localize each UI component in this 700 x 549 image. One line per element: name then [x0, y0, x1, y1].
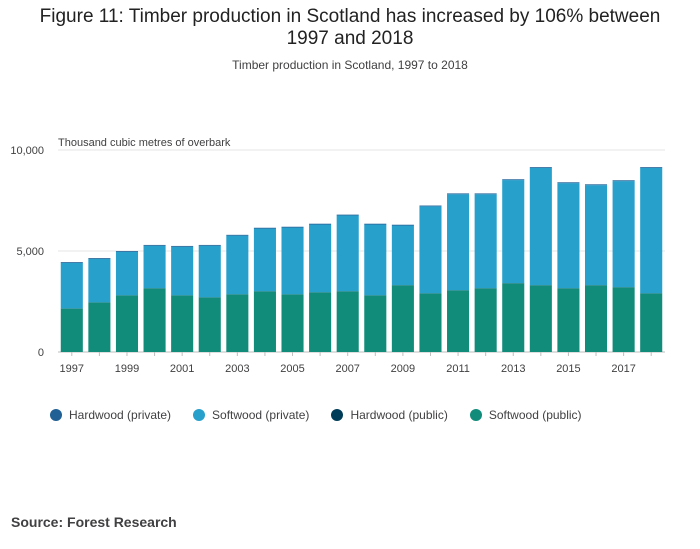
legend-swatch-softwood-public	[469, 409, 482, 421]
bar-hardwood-private-2010	[419, 205, 442, 207]
bar-hardwood-private-2007	[336, 214, 359, 216]
bar-softwood-public-2001	[171, 295, 194, 352]
bar-softwood-private-2006	[309, 224, 332, 293]
y-tick-label: 10,000	[10, 145, 44, 157]
x-tick-label: 2017	[611, 363, 635, 375]
bar-hardwood-private-2000	[143, 244, 166, 246]
bar-hardwood-private-2001	[171, 245, 194, 247]
chart-svg: 0 5,000 10,000 Thousand cubic metres of ove…	[10, 137, 665, 375]
bar-softwood-private-2010	[419, 206, 442, 294]
bar-softwood-public-2009	[391, 285, 414, 352]
bar-hardwood-private-2008	[364, 223, 387, 225]
x-tick-label: 2015	[556, 363, 580, 375]
bar-softwood-public-2013	[502, 283, 525, 352]
bar-softwood-private-2018	[640, 167, 663, 294]
bar-softwood-private-2000	[143, 245, 166, 289]
bar-hardwood-private-2016	[584, 184, 608, 186]
bar-hardwood-private-1997	[60, 262, 83, 263]
x-tick-label: 2013	[501, 363, 525, 375]
bar-softwood-private-2005	[281, 227, 304, 295]
bar-softwood-public-2015	[557, 288, 580, 352]
x-tick-label: 2009	[391, 363, 415, 375]
legend-label-hardwood-public: Hardwood (public)	[350, 408, 448, 422]
y-axis-title: Thousand cubic metres of overbark	[58, 137, 231, 149]
bar-softwood-public-2011	[447, 290, 470, 352]
bar-softwood-public-2018	[640, 293, 663, 352]
bar-hardwood-private-2017	[612, 180, 635, 182]
bar-hardwood-private-2002	[198, 244, 221, 246]
x-tick-label: 2003	[225, 363, 249, 375]
bar-softwood-public-2012	[474, 288, 497, 352]
legend-swatch-softwood-private	[193, 409, 206, 421]
bar-softwood-private-1998	[88, 258, 111, 303]
y-tick-label: 0	[38, 347, 44, 359]
bar-softwood-public-2005	[281, 294, 304, 352]
bar-softwood-private-1999	[115, 251, 139, 296]
bar-softwood-private-2009	[391, 225, 414, 286]
bar-hardwood-private-2009	[391, 224, 414, 226]
bar-softwood-private-2007	[336, 215, 359, 292]
bar-hardwood-private-2012	[474, 193, 497, 195]
bar-softwood-private-1997	[60, 262, 83, 309]
bar-softwood-public-2010	[419, 293, 442, 352]
bar-hardwood-private-2004	[253, 227, 276, 229]
chart-subtitle: Timber production in Scotland, 1997 to 2…	[232, 58, 468, 72]
x-tick-label: 2011	[446, 363, 470, 375]
bar-softwood-public-2000	[143, 288, 166, 352]
bar-softwood-private-2012	[474, 194, 497, 289]
legend-label-hardwood-private: Hardwood (private)	[69, 408, 172, 422]
legend: Hardwood (private) Softwood (private) Ha…	[50, 408, 604, 422]
bar-softwood-private-2017	[612, 181, 635, 288]
bar-softwood-private-2013	[502, 180, 525, 284]
bar-softwood-public-1997	[60, 308, 83, 352]
chart-title: Figure 11: Timber production in Scotland…	[39, 6, 661, 49]
bar-softwood-public-2014	[529, 285, 552, 352]
bar-hardwood-private-2006	[309, 223, 332, 225]
bar-hardwood-private-1999	[115, 251, 139, 252]
bar-softwood-private-2004	[253, 228, 276, 292]
legend-label-softwood-private: Softwood (private)	[212, 408, 310, 422]
bar-softwood-public-2003	[226, 294, 249, 352]
legend-item-softwood-private[interactable]: Softwood (private)	[193, 408, 309, 422]
source-note: Source: Forest Research	[11, 514, 177, 530]
legend-label-softwood-public: Softwood (public)	[488, 408, 582, 422]
bar-softwood-public-2007	[336, 291, 359, 352]
x-tick-label: 1999	[115, 363, 139, 375]
bar-softwood-private-2016	[584, 185, 608, 286]
bar-softwood-public-1999	[115, 295, 139, 352]
x-tick-label: 2005	[280, 363, 304, 375]
bar-hardwood-private-2003	[226, 234, 249, 236]
x-tick-label: 2007	[335, 363, 359, 375]
legend-item-hardwood-public[interactable]: Hardwood (public)	[331, 408, 448, 422]
bar-softwood-public-2017	[612, 287, 635, 352]
bar-softwood-public-2002	[198, 297, 221, 352]
bar-hardwood-private-2005	[281, 226, 304, 228]
x-tick-label: 1997	[60, 363, 84, 375]
bar-hardwood-private-2011	[447, 193, 470, 195]
bar-softwood-private-2008	[364, 224, 387, 296]
bar-softwood-public-2008	[364, 295, 387, 352]
bar-hardwood-private-1998	[88, 258, 111, 259]
legend-item-softwood-public[interactable]: Softwood (public)	[469, 408, 582, 422]
bar-softwood-private-2014	[529, 167, 552, 286]
x-tick-label: 2001	[170, 363, 194, 375]
bar-softwood-public-2016	[584, 285, 608, 352]
bar-softwood-private-2015	[557, 183, 580, 289]
bar-hardwood-private-2015	[557, 182, 580, 184]
y-tick-label: 5,000	[16, 246, 44, 258]
bar-softwood-public-2006	[309, 292, 332, 352]
bar-softwood-public-2004	[253, 291, 276, 352]
legend-swatch-hardwood-public	[331, 409, 344, 421]
bar-softwood-private-2003	[226, 235, 249, 295]
bar-hardwood-private-2013	[502, 179, 525, 181]
bar-hardwood-private-2014	[529, 167, 552, 168]
legend-swatch-hardwood-private	[50, 409, 62, 421]
legend-item-hardwood-private[interactable]: Hardwood (private)	[50, 408, 171, 422]
bar-hardwood-private-2018	[640, 167, 663, 168]
bar-softwood-private-2001	[171, 246, 194, 296]
bar-softwood-private-2002	[198, 245, 221, 298]
bar-softwood-public-1998	[88, 302, 111, 352]
bar-softwood-private-2011	[447, 194, 470, 291]
